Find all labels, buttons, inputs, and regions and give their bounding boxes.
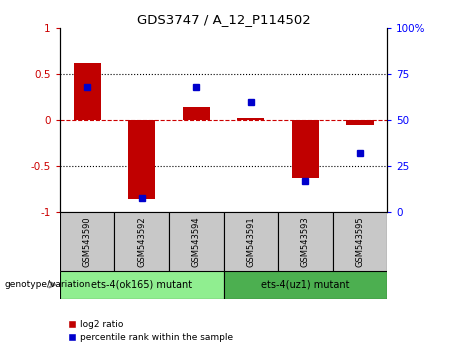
Bar [169,212,224,271]
Bar [278,212,333,271]
Bar [224,212,278,271]
Bar [333,212,387,271]
Bar [292,120,319,178]
Text: ets-4(uz1) mutant: ets-4(uz1) mutant [261,280,349,290]
Text: GSM543595: GSM543595 [355,216,365,267]
Bar [74,63,101,120]
Bar [346,120,373,125]
Text: ets-4(ok165) mutant: ets-4(ok165) mutant [91,280,192,290]
Title: GDS3747 / A_12_P114502: GDS3747 / A_12_P114502 [137,13,310,26]
Bar [183,107,210,120]
Bar [60,271,224,299]
Legend: log2 ratio, percentile rank within the sample: log2 ratio, percentile rank within the s… [65,316,236,346]
Bar [114,212,169,271]
Text: GSM543592: GSM543592 [137,216,146,267]
Text: GSM543590: GSM543590 [83,216,92,267]
Text: GSM543591: GSM543591 [246,216,255,267]
Bar [224,271,387,299]
Bar [60,212,114,271]
Bar [128,120,155,199]
Text: GSM543593: GSM543593 [301,216,310,267]
Text: GSM543594: GSM543594 [192,216,201,267]
Bar [237,118,265,120]
Text: genotype/variation: genotype/variation [5,280,91,289]
